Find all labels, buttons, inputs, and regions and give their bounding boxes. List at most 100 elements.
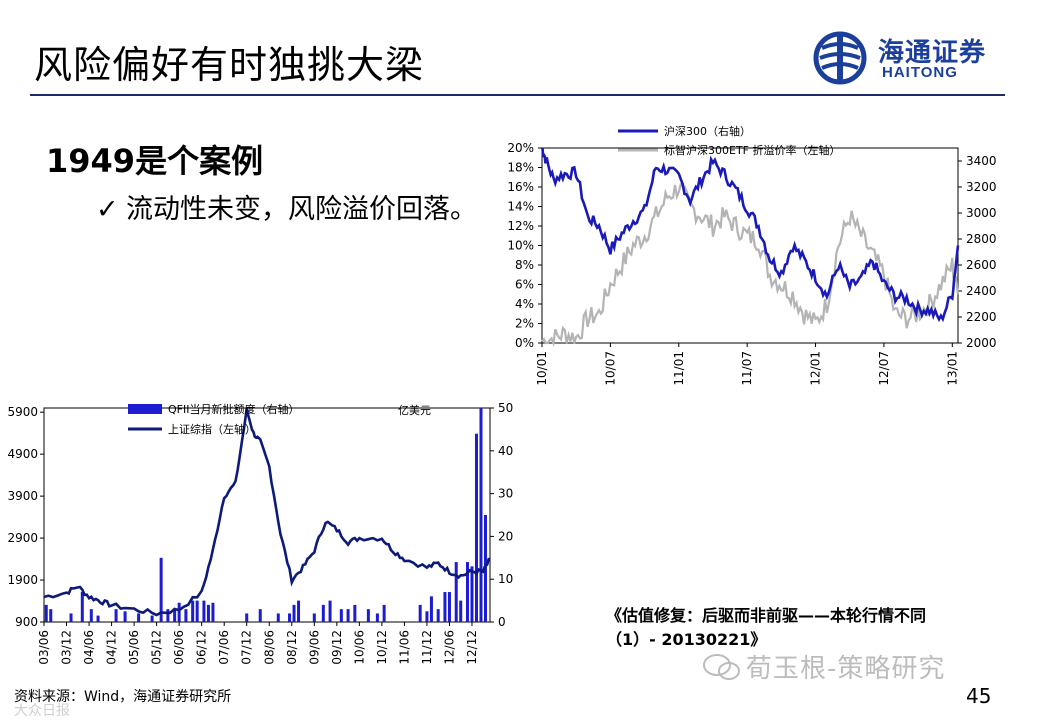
x-axis-tick-label: 10/06 [352,630,366,665]
left-axis-tick-label: 4900 [7,447,38,461]
page-number: 45 [966,684,992,708]
x-axis-tick-label: 11/01 [672,351,686,386]
x-axis-tick-label: 07/12 [240,630,254,665]
watermark-secondary: 大众日报 [14,703,70,719]
left-axis-tick-label: 8% [515,258,534,272]
slide-title: 风险偏好有时独挑大梁 [34,43,425,87]
x-axis-tick-label: 11/06 [397,630,411,665]
qfii-bar [159,557,163,622]
bullet-point: ✓ 流动性未变，风险溢价回落。 [96,190,481,230]
x-axis-tick-label: 08/06 [262,630,276,665]
series-etf-premium-line [541,182,960,348]
qfii-bar [96,615,100,622]
right-axis-tick-label: 2000 [966,336,997,350]
x-axis-tick-label: 09/12 [330,630,344,665]
x-axis-tick-label: 04/12 [105,630,119,665]
series-shanghai-composite-line [43,408,491,617]
right-axis-tick-label: 3400 [966,154,997,168]
logo-chinese-name: 海通证券 [878,38,987,68]
qfii-bar [429,596,433,622]
x-axis-tick-label: 11/07 [740,351,754,386]
qfii-bar [258,609,262,622]
left-axis-tick-label: 4% [515,297,534,311]
qfii-bar [470,566,474,622]
qfii-bar [436,609,440,622]
qfii-bar [321,604,325,622]
qfii-bar [375,613,379,622]
x-axis-tick-label: 06/06 [172,630,186,665]
legend-index-label: 上证综指（左轴） [168,422,256,436]
left-axis-tick-label: 5900 [7,405,38,419]
right-axis-tick-label: 2600 [966,258,997,272]
section-heading: 1949是个案例 [46,142,264,180]
x-axis-tick-label: 10/12 [375,630,389,665]
qfii-bar [166,609,170,622]
qfii-bar [195,600,199,622]
qfii-bar [447,592,451,622]
left-axis-tick-label: 1900 [7,573,38,587]
qfii-bar [366,609,370,622]
x-axis-tick-label: 03/12 [60,630,74,665]
legend-qfii-swatch [128,404,162,414]
qfii-bar [173,609,177,622]
qfii-bar [69,613,73,622]
caption-line-1: 《估值修复：后驱而非前驱——本轮行情不同 [606,606,927,625]
qfii-bar [443,592,447,622]
qfii-bar [328,600,332,622]
caption-line-2: （1）- 20130221》 [606,630,767,649]
left-axis-tick-label: 12% [507,219,534,233]
x-axis-tick-label: 03/06 [37,630,51,665]
left-axis-tick-label: 3900 [7,489,38,503]
logo-english-name: HAITONG [882,64,958,81]
qfii-bar [184,609,188,622]
x-axis-tick-label: 08/12 [285,630,299,665]
qfii-bar [479,408,483,622]
left-axis-tick-label: 2% [515,317,534,331]
plot-frame [541,147,959,344]
qfii-bar [353,604,357,622]
x-axis-tick-label: 13/01 [945,351,959,386]
right-axis-tick-label: 2400 [966,284,997,298]
bullet-text: 流动性未变，风险溢价回落。 [126,194,477,225]
right-axis-tick-label: 2200 [966,310,997,324]
x-axis-tick-label: 11/12 [420,630,434,665]
watermark-text: 荀玉根-策略研究 [746,654,946,684]
qfii-bar [44,604,48,622]
x-axis-tick-label: 12/12 [465,630,479,665]
right-axis-tick-label: 0 [498,615,506,629]
left-axis-tick-label: 0% [515,336,534,350]
qfii-bar [339,609,343,622]
qfii-bar [49,609,53,622]
left-axis-tick-label: 14% [507,200,534,214]
report-caption: 《估值修复：后驱而非前驱——本轮行情不同 （1）- 20130221》 [606,604,996,652]
qfii-bar [202,600,206,622]
qfii-bar [89,609,93,622]
x-axis-tick-label: 05/06 [127,630,141,665]
left-axis-tick-label: 900 [15,615,38,629]
right-axis-tick-label: 10 [498,572,513,586]
x-axis-tick-label: 10/07 [603,351,617,386]
haitong-emblem-icon [813,31,867,85]
x-axis-tick-label: 09/06 [307,630,321,665]
x-axis-tick-label: 04/06 [82,630,96,665]
x-axis-tick-label: 12/01 [809,351,823,386]
left-axis-tick-label: 18% [507,161,534,175]
qfii-bar [211,602,215,622]
qfii-bar [418,604,422,622]
plot-frame [43,407,491,623]
qfii-bar [297,600,301,622]
qfii-bar [114,609,118,622]
left-axis-tick-label: 10% [507,239,534,253]
wechat-icon [703,654,740,680]
qfii-bar [123,611,127,622]
data-source: 资料来源：Wind，海通证券研究所 [14,689,232,705]
left-axis-tick-label: 6% [515,278,534,292]
chart-hs300-etf-premium: 0% 2% 4% 6% 8% 10% 12% 14% 16% 18% 20% 2000 2200 2400… [507,124,997,386]
title-divider [30,94,1005,96]
legend-etf-label: 标智沪深300ETF 折溢价率（左轴） [664,143,841,157]
qfii-bar [206,604,210,622]
right-axis-tick-label: 40 [498,444,513,458]
right-axis-tick-label: 20 [498,529,513,543]
x-axis-tick-label: 07/06 [217,630,231,665]
right-axis-tick-label: 50 [498,401,513,415]
